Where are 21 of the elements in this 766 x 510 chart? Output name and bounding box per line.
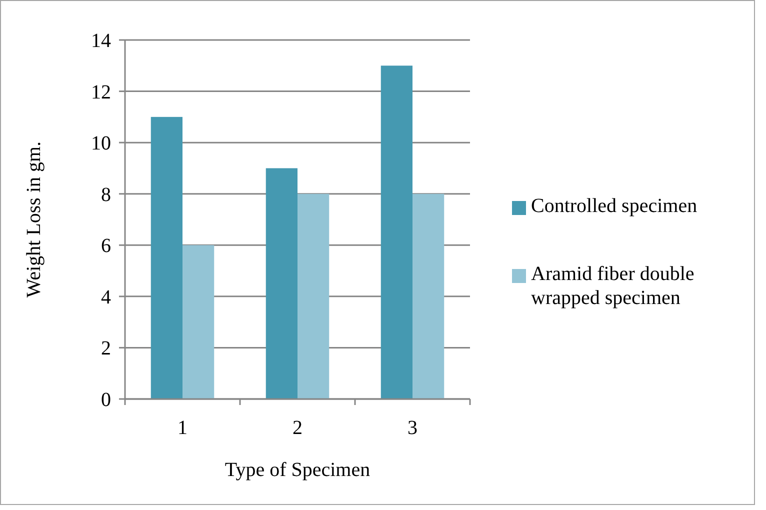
x-tick-label: 3 [408, 417, 418, 439]
y-tick-label: 4 [101, 286, 111, 308]
bar [380, 66, 412, 399]
y-tick-label: 8 [101, 184, 111, 206]
x-axis-title: Type of Specimen [224, 459, 370, 481]
y-tick-label: 10 [91, 132, 111, 155]
y-tick-label: 12 [91, 81, 111, 104]
x-tick-label: 2 [292, 417, 302, 439]
y-tick-label: 2 [101, 338, 111, 360]
bar [412, 194, 444, 399]
x-tick-label: 1 [178, 417, 188, 439]
y-tick-label: 0 [101, 389, 111, 411]
bar [266, 168, 298, 399]
bar [150, 116, 182, 399]
bar [298, 194, 330, 399]
legend-label: Aramid fiber double wrapped specimen [531, 263, 694, 309]
bar [182, 245, 214, 399]
y-tick-label: 14 [91, 30, 111, 52]
y-tick-label: 6 [101, 235, 111, 258]
legend-label: Controlled specimen [531, 195, 698, 217]
y-axis-title: Weight Loss in gm. [23, 141, 45, 298]
